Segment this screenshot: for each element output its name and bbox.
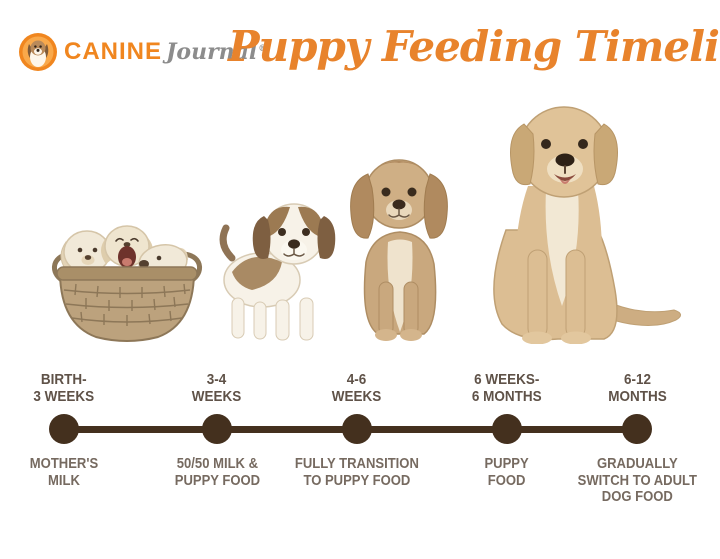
food-label: MOTHER'S MILK	[29, 456, 99, 489]
registered-mark: ®	[258, 43, 268, 54]
age-label: 6-12 MONTHS	[607, 371, 667, 406]
dog-badge-icon	[18, 32, 58, 72]
beagle-puppy-standing-illustration	[212, 178, 336, 342]
logo-brand-text: CANINE	[64, 38, 163, 65]
timeline-dot	[492, 414, 522, 444]
newborn-puppies-in-basket-illustration	[46, 196, 208, 346]
age-label: 6 WEEKS- 6 MONTHS	[472, 371, 542, 406]
labrador-puppy-sitting-illustration	[458, 92, 690, 344]
age-label: BIRTH- 3 WEEKS	[33, 371, 95, 406]
food-label: PUPPY FOOD	[484, 456, 530, 489]
timeline-dot	[342, 414, 372, 444]
food-label: GRADUALLY SWITCH TO ADULT DOG FOOD	[577, 456, 697, 506]
timeline-dot	[622, 414, 652, 444]
age-label: 4-6 WEEKS	[332, 371, 382, 406]
page-title: Puppy Feeding Timeline	[228, 22, 720, 71]
timeline-dot	[202, 414, 232, 444]
timeline-stage-6-weeks-6-months: 6 WEEKS- 6 MONTHS PUPPY FOOD	[429, 352, 585, 489]
canine-journal-logo: CANINE Journal®	[18, 32, 267, 72]
timeline-stage-birth-3-weeks: BIRTH- 3 WEEKS MOTHER'S MILK	[0, 352, 142, 489]
logo-journal-text: Journal®	[166, 39, 268, 65]
spaniel-puppy-sitting-illustration	[338, 142, 460, 342]
timeline-stage-3-4-weeks: 3-4 WEEKS 50/50 MILK & PUPPY FOOD	[139, 352, 295, 489]
timeline-stage-4-6-weeks: 4-6 WEEKS FULLY TRANSITION TO PUPPY FOOD	[279, 352, 435, 489]
timeline-dot	[49, 414, 79, 444]
food-label: 50/50 MILK & PUPPY FOOD	[174, 456, 260, 489]
timeline-stage-6-12-months: 6-12 MONTHS GRADUALLY SWITCH TO ADULT DO…	[559, 352, 715, 506]
food-label: FULLY TRANSITION TO PUPPY FOOD	[294, 456, 419, 489]
age-label: 3-4 WEEKS	[192, 371, 242, 406]
